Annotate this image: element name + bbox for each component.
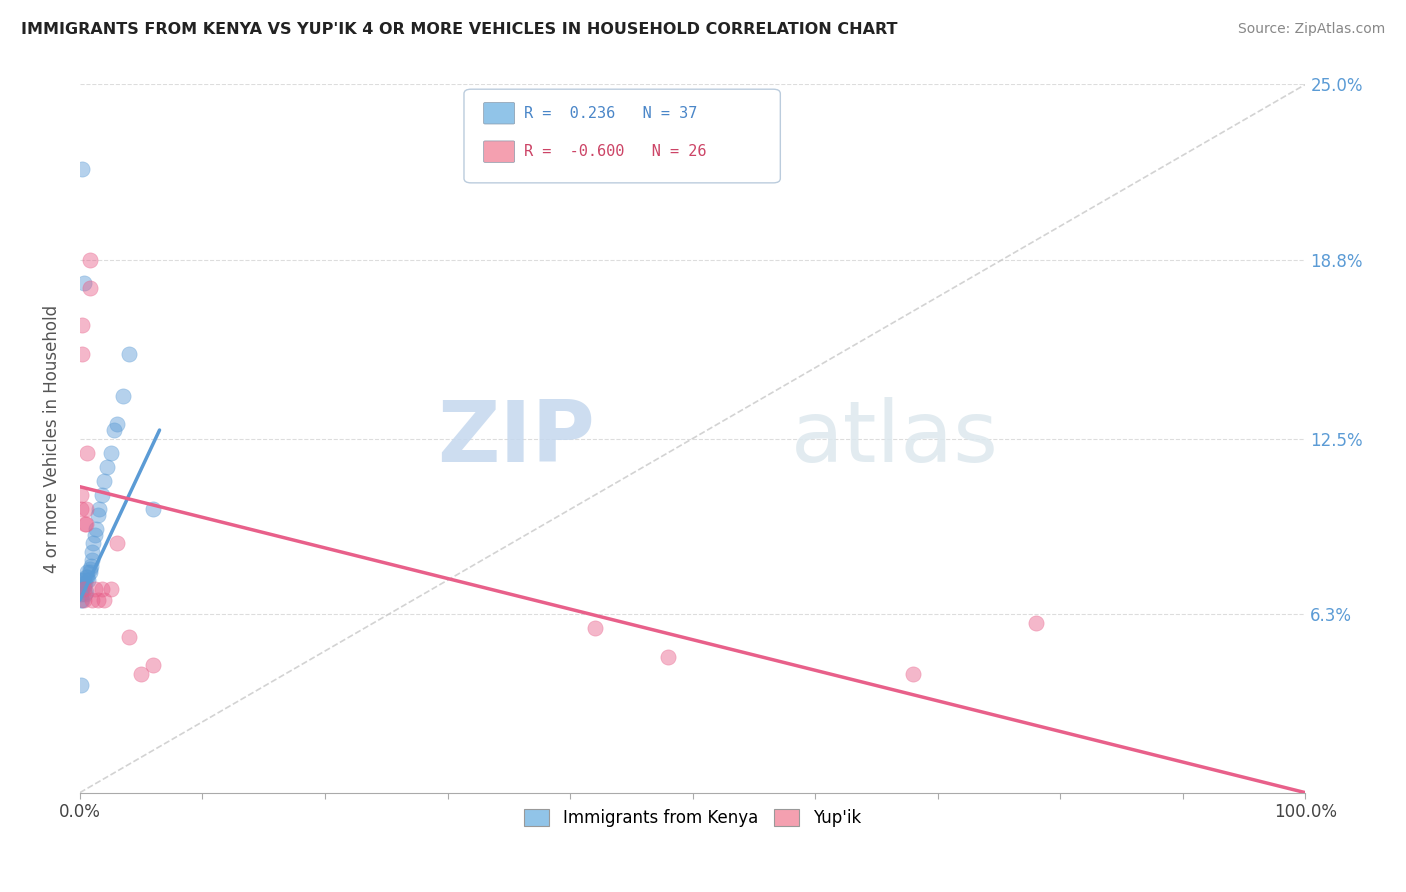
Point bbox=[72, 573, 94, 587]
Point bbox=[70, 582, 93, 596]
Point bbox=[76, 570, 98, 584]
Point bbox=[70, 488, 93, 502]
Point bbox=[70, 573, 93, 587]
Point bbox=[87, 593, 110, 607]
Point bbox=[84, 522, 107, 536]
Point bbox=[83, 528, 105, 542]
Text: IMMIGRANTS FROM KENYA VS YUP'IK 4 OR MORE VEHICLES IN HOUSEHOLD CORRELATION CHAR: IMMIGRANTS FROM KENYA VS YUP'IK 4 OR MOR… bbox=[21, 22, 897, 37]
Y-axis label: 4 or more Vehicles in Household: 4 or more Vehicles in Household bbox=[44, 304, 60, 573]
Point bbox=[72, 593, 94, 607]
Legend: Immigrants from Kenya, Yup'ik: Immigrants from Kenya, Yup'ik bbox=[517, 803, 868, 834]
Point bbox=[72, 276, 94, 290]
Point bbox=[70, 587, 93, 601]
Text: atlas: atlas bbox=[790, 397, 998, 480]
Point bbox=[118, 346, 141, 360]
Point bbox=[96, 459, 118, 474]
Point bbox=[70, 502, 93, 516]
Point bbox=[82, 553, 104, 567]
Point bbox=[111, 389, 134, 403]
Point bbox=[75, 502, 97, 516]
Point bbox=[82, 545, 104, 559]
Point bbox=[100, 446, 122, 460]
Point bbox=[89, 502, 111, 516]
Point bbox=[79, 565, 101, 579]
Point bbox=[79, 253, 101, 268]
Point bbox=[70, 593, 93, 607]
Point bbox=[90, 582, 112, 596]
Text: R =  0.236   N = 37: R = 0.236 N = 37 bbox=[524, 106, 697, 120]
Point bbox=[70, 678, 93, 692]
Point bbox=[129, 666, 152, 681]
Point bbox=[583, 621, 606, 635]
Point bbox=[72, 582, 94, 596]
Point bbox=[82, 593, 104, 607]
Text: ZIP: ZIP bbox=[437, 397, 595, 480]
Point bbox=[76, 565, 98, 579]
Point bbox=[93, 593, 115, 607]
Point bbox=[72, 582, 94, 596]
Point bbox=[105, 417, 128, 432]
Point bbox=[903, 666, 925, 681]
Point bbox=[82, 536, 104, 550]
Point bbox=[79, 281, 101, 295]
Point bbox=[103, 423, 125, 437]
Point bbox=[142, 658, 165, 673]
Point bbox=[83, 582, 105, 596]
Point bbox=[76, 446, 98, 460]
Point bbox=[72, 579, 94, 593]
Point bbox=[93, 474, 115, 488]
Point bbox=[75, 516, 97, 531]
Point bbox=[657, 649, 679, 664]
Text: Source: ZipAtlas.com: Source: ZipAtlas.com bbox=[1237, 22, 1385, 37]
Text: R =  -0.600   N = 26: R = -0.600 N = 26 bbox=[524, 145, 707, 159]
Point bbox=[105, 536, 128, 550]
Point bbox=[80, 559, 103, 574]
Point bbox=[77, 573, 100, 587]
Point bbox=[72, 162, 94, 177]
Point bbox=[73, 576, 96, 591]
Point bbox=[72, 346, 94, 360]
Point bbox=[100, 582, 122, 596]
Point bbox=[1025, 615, 1047, 630]
Point bbox=[72, 318, 94, 333]
Point bbox=[75, 570, 97, 584]
Point bbox=[87, 508, 110, 522]
Point bbox=[73, 516, 96, 531]
Point bbox=[90, 488, 112, 502]
Point bbox=[72, 593, 94, 607]
Point bbox=[79, 562, 101, 576]
Point bbox=[118, 630, 141, 644]
Point bbox=[73, 587, 96, 601]
Point bbox=[142, 502, 165, 516]
Point bbox=[75, 584, 97, 599]
